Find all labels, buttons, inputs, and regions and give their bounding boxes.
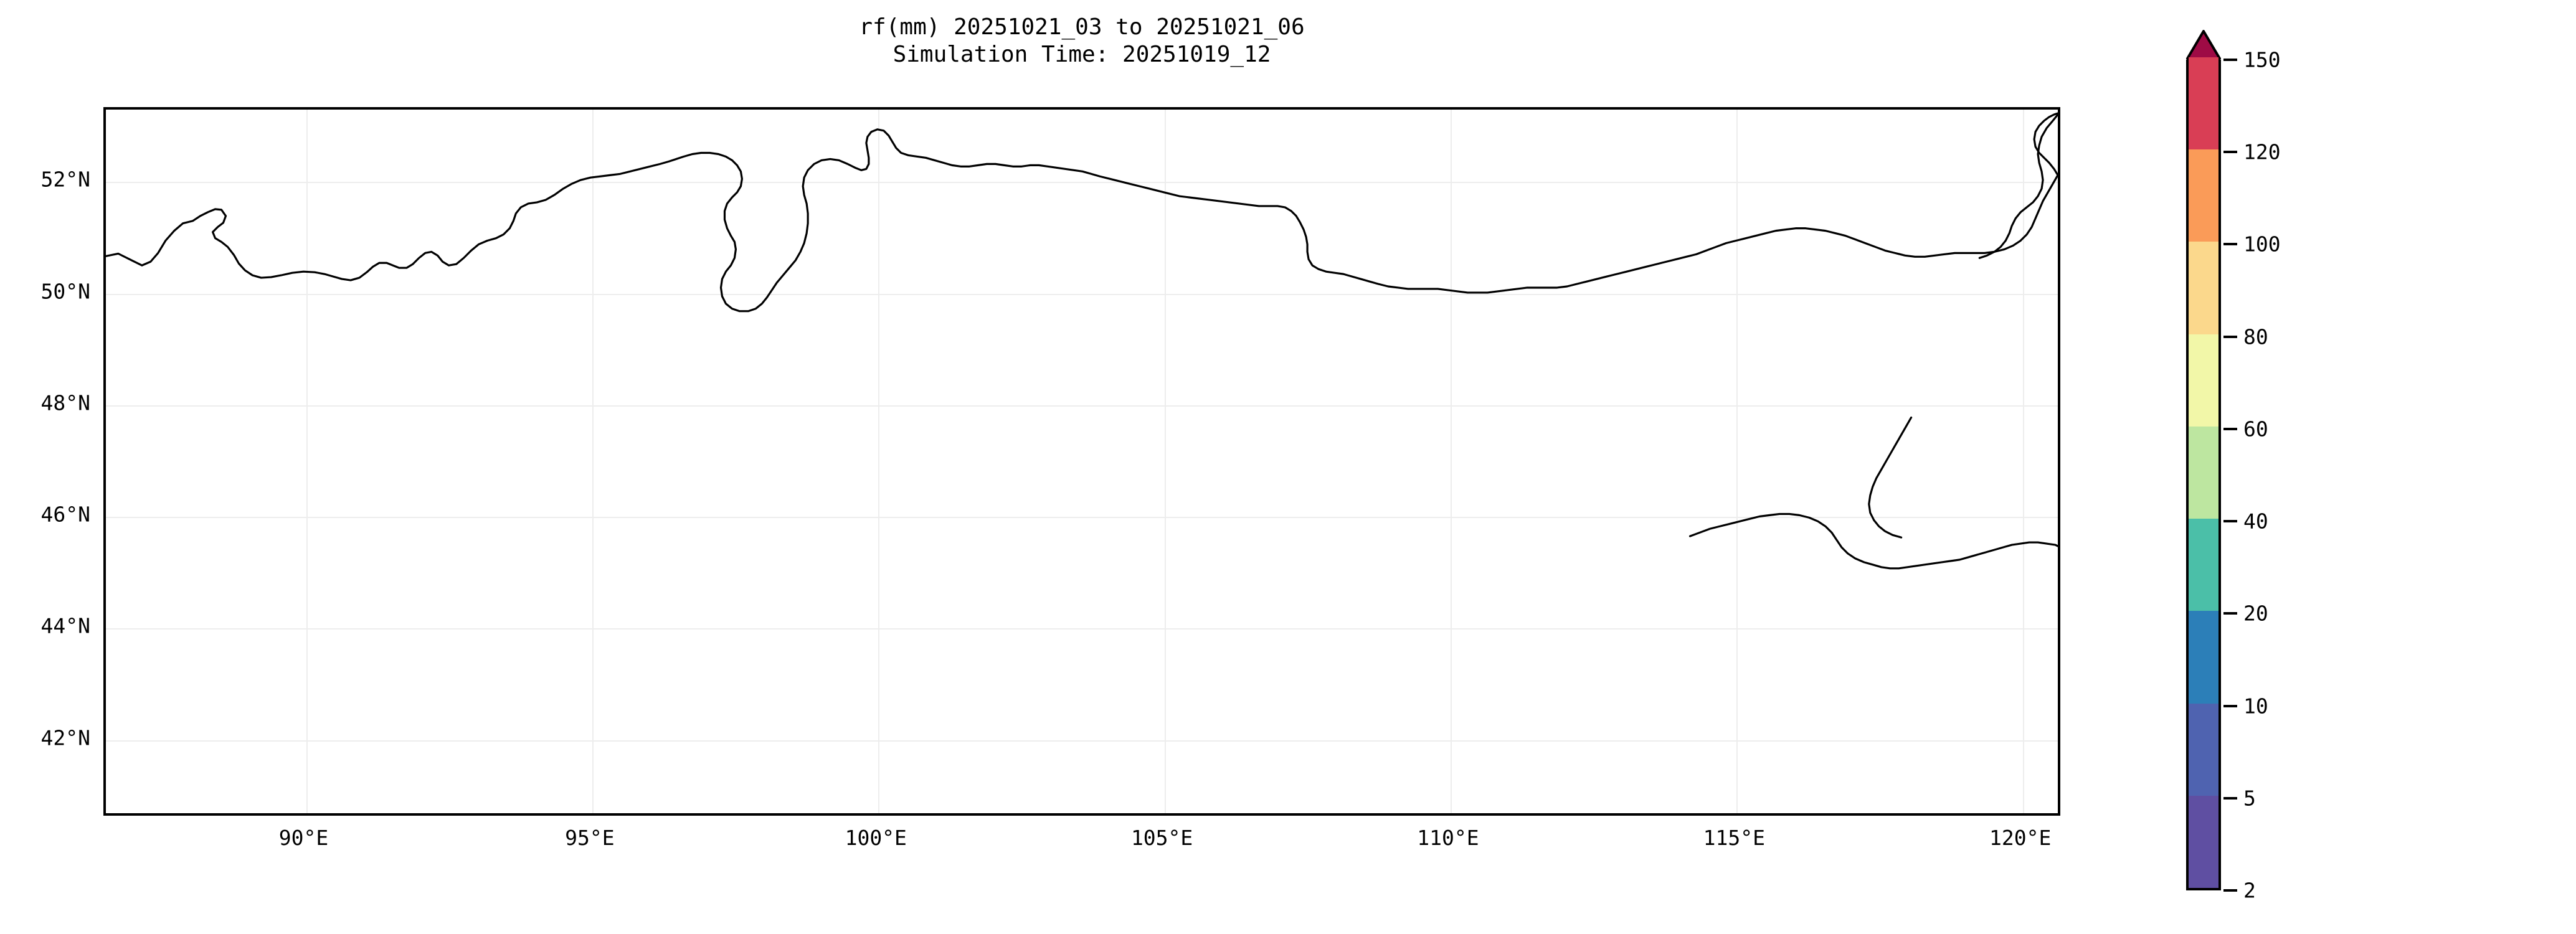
y-tick-label: 44°N — [40, 613, 90, 638]
colorbar-tick-label: 10 — [2243, 694, 2268, 719]
figure-title: rf(mm) 20251021_03 to 20251021_06 Simula… — [103, 14, 2060, 68]
colorbar-tick — [2223, 796, 2237, 800]
colorbar-tick — [2223, 59, 2237, 61]
y-tick-label: 46°N — [40, 502, 90, 527]
colorbar-over-arrow — [2186, 30, 2221, 60]
colorbar-tick-label: 60 — [2243, 417, 2268, 441]
colorbar-band — [2189, 57, 2218, 150]
x-tick-label: 95°E — [565, 826, 615, 850]
colorbar-tick-label: 120 — [2243, 139, 2281, 164]
y-tick-label: 50°N — [40, 279, 90, 304]
colorbar-tick-label: 100 — [2243, 232, 2281, 257]
gridline-longitude — [878, 110, 880, 813]
gridline-latitude — [106, 293, 2058, 295]
gridline-latitude — [106, 517, 2058, 519]
colorbar-tick — [2223, 704, 2237, 707]
colorbar-band — [2189, 519, 2218, 611]
colorbar-tick-label: 150 — [2243, 47, 2281, 72]
gridline-longitude — [592, 110, 594, 813]
northeast-border-path — [1978, 113, 2058, 259]
x-tick-label: 100°E — [845, 826, 907, 850]
y-tick-label: 48°N — [40, 390, 90, 415]
y-tick-label: 42°N — [40, 725, 90, 750]
colorbar-tick — [2223, 243, 2237, 246]
x-axis-tick-labels: 90°E 95°E 100°E 105°E 110°E 115°E 120°E — [103, 826, 2060, 863]
colorbar-tick — [2223, 427, 2237, 430]
colorbar-tick-label: 80 — [2243, 324, 2268, 349]
colorbar-gradient-bar — [2186, 57, 2221, 890]
southeast-border-path — [1688, 512, 2058, 570]
title-line-variable-period: rf(mm) 20251021_03 to 20251021_06 — [859, 14, 1305, 40]
colorbar-tick-label: 5 — [2243, 786, 2256, 811]
inner-border-path — [1868, 416, 1913, 539]
colorbar-tick-label: 20 — [2243, 601, 2268, 626]
mongolia-border-outline — [106, 112, 2058, 570]
colorbar-tick — [2223, 520, 2237, 523]
colorbar-band — [2189, 703, 2218, 796]
gridline-latitude — [106, 740, 2058, 742]
mongolia-east-border-path — [2033, 112, 2058, 176]
x-tick-label: 90°E — [278, 826, 329, 850]
map-canvas — [106, 110, 2058, 813]
colorbar-band — [2189, 611, 2218, 704]
gridline-longitude — [1450, 110, 1452, 813]
title-line-simulation-time: Simulation Time: 20251019_12 — [893, 42, 1271, 67]
x-tick-label: 110°E — [1417, 826, 1479, 850]
colorbar-band — [2189, 795, 2218, 888]
mongolia-boundary-path — [106, 128, 2058, 313]
y-axis-tick-labels: 42°N 44°N 46°N 48°N 50°N 52°N — [0, 107, 92, 816]
colorbar-tick-label: 2 — [2243, 878, 2256, 903]
colorbar-band — [2189, 334, 2218, 427]
colorbar-band — [2189, 242, 2218, 334]
x-tick-label: 105°E — [1130, 826, 1193, 850]
colorbar-tick — [2223, 889, 2237, 892]
y-tick-label: 52°N — [40, 167, 90, 192]
gridline-longitude — [2022, 110, 2024, 813]
x-tick-label: 115°E — [1703, 826, 1765, 850]
map-plot-area — [103, 107, 2060, 816]
gridline-longitude — [1736, 110, 1738, 813]
colorbar-tick — [2223, 612, 2237, 615]
gridline-latitude — [106, 182, 2058, 184]
colorbar: 2 5 10 20 40 60 80 100 120 150 — [2179, 22, 2440, 907]
colorbar-tick — [2223, 335, 2237, 338]
colorbar-tick-label: 40 — [2243, 509, 2268, 534]
colorbar-tick — [2223, 151, 2237, 154]
gridline-longitude — [306, 110, 308, 813]
gridline-latitude — [106, 628, 2058, 630]
gridline-latitude — [106, 405, 2058, 407]
gridline-longitude — [1164, 110, 1166, 813]
x-tick-label: 120°E — [1989, 826, 2052, 850]
colorbar-band — [2189, 149, 2218, 242]
colorbar-band — [2189, 426, 2218, 519]
